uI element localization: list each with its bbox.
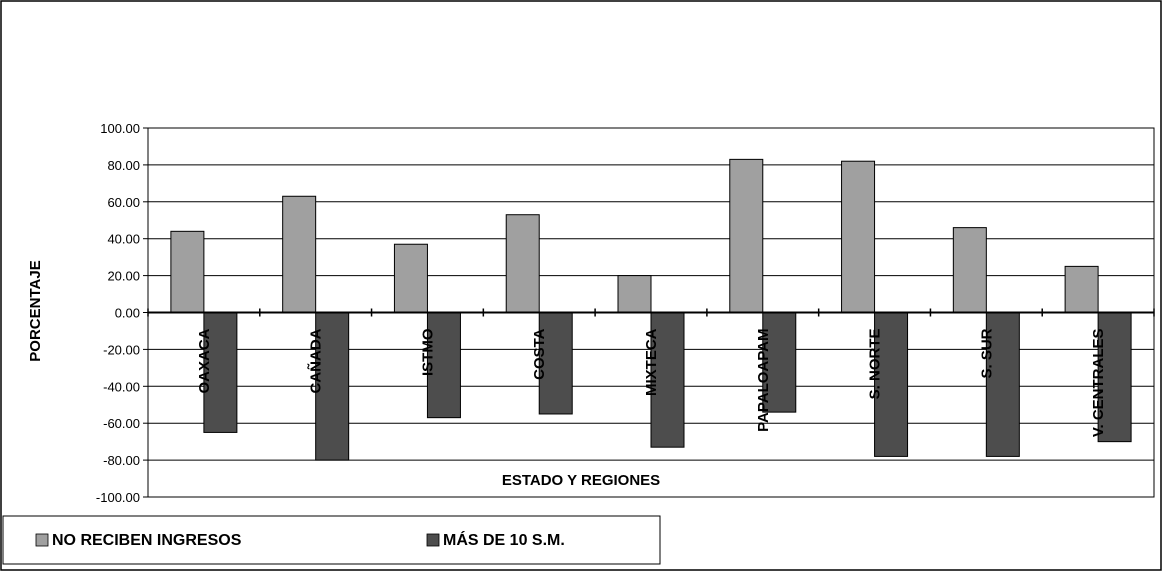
legend-swatch-no-reciben-ingresos bbox=[35, 533, 49, 547]
bar-mas-de-10-s-m-istmo bbox=[426, 312, 461, 419]
y-tick-label: -60.00 bbox=[103, 416, 140, 431]
y-tick-labels: -100.00 -80.00 -60.00 -40.00 -20.00 0.00 20.00… bbox=[96, 121, 140, 505]
category-label-papaloapam: PAPALOAPAM bbox=[755, 329, 772, 432]
bar-no-reciben-ingresos-v-centrales bbox=[1064, 265, 1099, 313]
bars bbox=[170, 158, 1132, 461]
category-label-s-sur: S. SUR bbox=[978, 328, 995, 378]
y-tick-label: 20.00 bbox=[107, 269, 140, 284]
legend-label-no-reciben-ingresos: NO RECIBEN INGRESOS bbox=[52, 532, 242, 549]
y-tick-label: -20.00 bbox=[103, 342, 140, 357]
y-tick-label: -80.00 bbox=[103, 453, 140, 468]
category-label-s-norte: S. NORTE bbox=[867, 329, 884, 400]
bar-mas-de-10-s-m-costa bbox=[538, 312, 573, 415]
category-label-oaxaca: OAXACA bbox=[196, 328, 213, 393]
y-tick-label: 80.00 bbox=[107, 158, 140, 173]
category-label-canada: CAÑADA bbox=[307, 328, 325, 393]
bar-mas-de-10-s-m-oaxaca bbox=[203, 312, 238, 433]
bar-no-reciben-ingresos-istmo bbox=[393, 243, 428, 313]
bar-no-reciben-ingresos-papaloapam bbox=[729, 158, 764, 313]
y-tick-label: 100.00 bbox=[100, 121, 140, 136]
y-tick-label: 60.00 bbox=[107, 195, 140, 210]
x-axis-title: ESTADO Y REGIONES bbox=[502, 472, 660, 489]
category-labels: OAXACA CAÑADA ISTMO COSTA MIXTECA PAPALOAPAM S… bbox=[196, 328, 1107, 437]
bar-no-reciben-ingresos-canada bbox=[282, 195, 317, 313]
y-tick-label: 0.00 bbox=[115, 306, 140, 321]
legend-label-mas-de-10-sm: MÁS DE 10 S.M. bbox=[443, 530, 565, 549]
bar-no-reciben-ingresos-oaxaca bbox=[170, 230, 205, 314]
zero-axis bbox=[147, 308, 1155, 317]
category-label-v-centrales: V. CENTRALES bbox=[1090, 329, 1107, 438]
bar-no-reciben-ingresos-s-sur bbox=[952, 227, 987, 314]
bar-mas-de-10-s-m-papaloapam bbox=[762, 312, 797, 413]
y-tick-label: -40.00 bbox=[103, 379, 140, 394]
category-label-istmo: ISTMO bbox=[419, 328, 436, 376]
legend: NO RECIBEN INGRESOS MÁS DE 10 S.M. bbox=[2, 515, 661, 565]
legend-box bbox=[2, 515, 661, 565]
legend-swatch-mas-de-10-sm bbox=[426, 533, 440, 547]
bar-mas-de-10-s-m-v-centrales bbox=[1097, 312, 1132, 443]
y-tick-label: -100.00 bbox=[96, 490, 140, 505]
bar-mas-de-10-s-m-s-norte bbox=[874, 312, 909, 457]
bar-no-reciben-ingresos-costa bbox=[505, 214, 540, 313]
bar-mas-de-10-s-m-s-sur bbox=[985, 312, 1020, 457]
category-label-mixteca: MIXTECA bbox=[643, 328, 660, 396]
bar-no-reciben-ingresos-mixteca bbox=[617, 275, 652, 314]
bar-no-reciben-ingresos-s-norte bbox=[841, 160, 876, 313]
y-axis-title: PORCENTAJE bbox=[27, 260, 44, 361]
y-tick-label: 40.00 bbox=[107, 232, 140, 247]
category-label-costa: COSTA bbox=[531, 328, 548, 380]
bar-mas-de-10-s-m-canada bbox=[315, 312, 350, 461]
